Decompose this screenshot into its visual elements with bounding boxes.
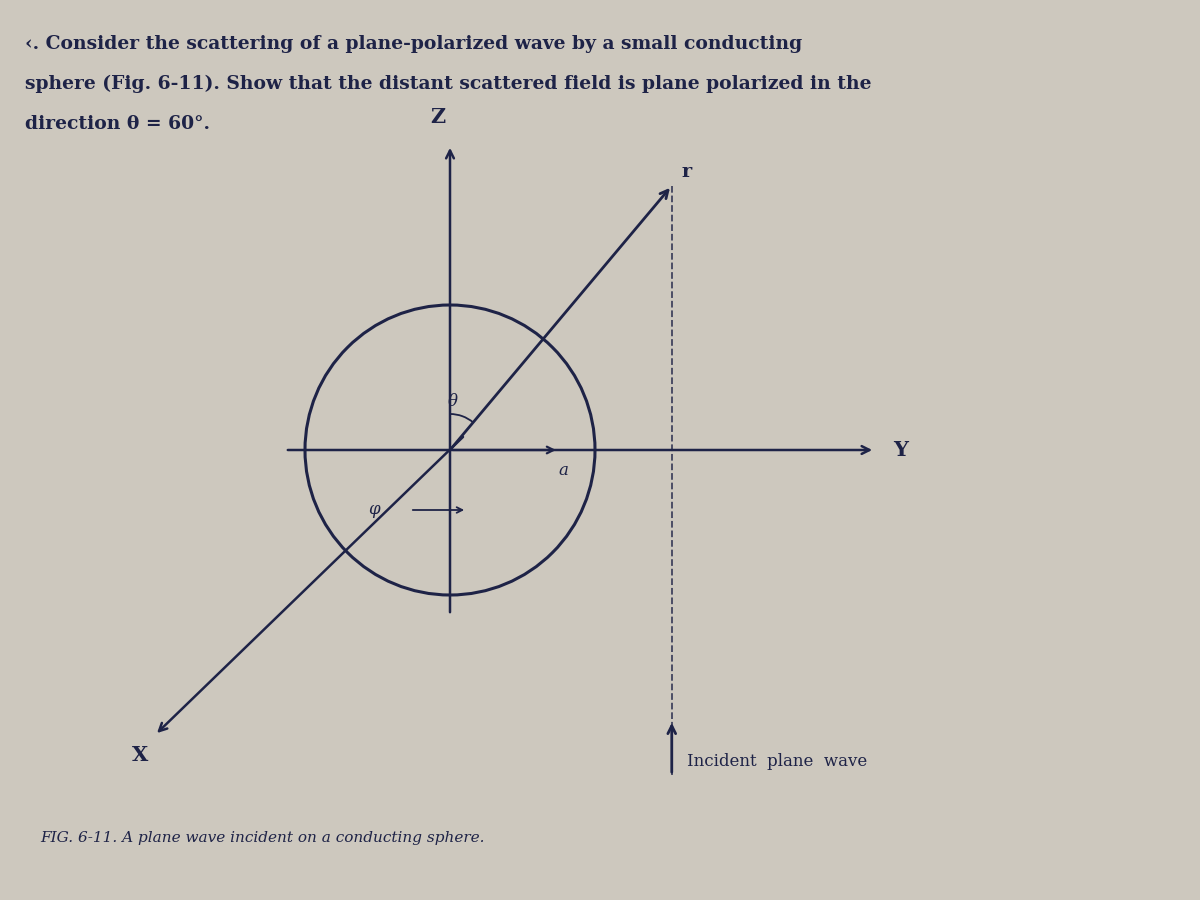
Text: φ: φ: [368, 501, 380, 518]
Text: θ: θ: [448, 392, 457, 410]
Text: a: a: [559, 462, 569, 479]
Text: r: r: [682, 163, 692, 181]
Text: Incident  plane  wave: Incident plane wave: [686, 753, 868, 770]
Text: ‹. Consider the scattering of a plane-polarized wave by a small conducting: ‹. Consider the scattering of a plane-po…: [25, 35, 803, 53]
Text: Z: Z: [431, 107, 445, 127]
Text: FIG. 6-11. A plane wave incident on a conducting sphere.: FIG. 6-11. A plane wave incident on a co…: [40, 831, 485, 845]
Text: X: X: [132, 745, 148, 765]
Text: direction θ = 60°.: direction θ = 60°.: [25, 115, 210, 133]
Text: sphere (Fig. 6-11). Show that the distant scattered field is plane polarized in : sphere (Fig. 6-11). Show that the distan…: [25, 75, 871, 94]
Text: Y: Y: [893, 440, 908, 460]
